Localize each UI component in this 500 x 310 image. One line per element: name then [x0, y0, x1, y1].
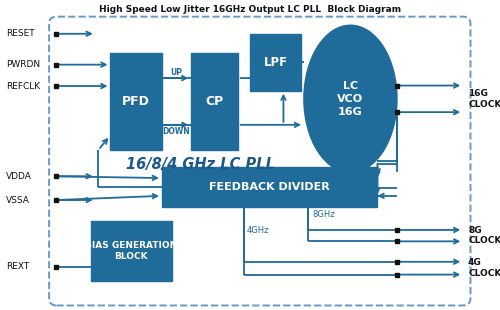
Text: 16G
CLOCKS: 16G CLOCKS — [468, 89, 500, 108]
Text: High Speed Low Jitter 16GHz Output LC PLL  Block Diagram: High Speed Low Jitter 16GHz Output LC PL… — [99, 5, 401, 14]
FancyBboxPatch shape — [250, 34, 302, 91]
Text: PFD: PFD — [122, 95, 150, 108]
Text: 4G
CLOCKS: 4G CLOCKS — [468, 259, 500, 278]
Text: UP: UP — [170, 68, 182, 77]
Text: CP: CP — [206, 95, 224, 108]
Text: LPF: LPF — [264, 56, 288, 69]
Text: 8G
CLOCKS: 8G CLOCKS — [468, 226, 500, 245]
Text: BIAS GENERATION
BLOCK: BIAS GENERATION BLOCK — [85, 241, 178, 261]
FancyBboxPatch shape — [110, 53, 162, 150]
Text: VDDA: VDDA — [6, 172, 32, 181]
FancyBboxPatch shape — [191, 53, 238, 150]
Text: REXT: REXT — [6, 262, 29, 271]
FancyBboxPatch shape — [91, 221, 172, 281]
Ellipse shape — [304, 25, 397, 172]
Text: DOWN: DOWN — [162, 126, 190, 135]
Text: VSSA: VSSA — [6, 196, 30, 205]
Text: RESET: RESET — [6, 29, 34, 38]
Text: REFCLK: REFCLK — [6, 82, 40, 91]
Text: FEEDBACK DIVIDER: FEEDBACK DIVIDER — [209, 182, 330, 192]
Text: 8GHz: 8GHz — [312, 210, 335, 219]
FancyBboxPatch shape — [162, 167, 378, 207]
Text: 4GHz: 4GHz — [246, 226, 269, 235]
Text: PWRDN: PWRDN — [6, 60, 40, 69]
Text: 16/8/4 GHz LC PLL: 16/8/4 GHz LC PLL — [126, 157, 276, 172]
Text: LC
VCO
16G: LC VCO 16G — [338, 81, 363, 117]
